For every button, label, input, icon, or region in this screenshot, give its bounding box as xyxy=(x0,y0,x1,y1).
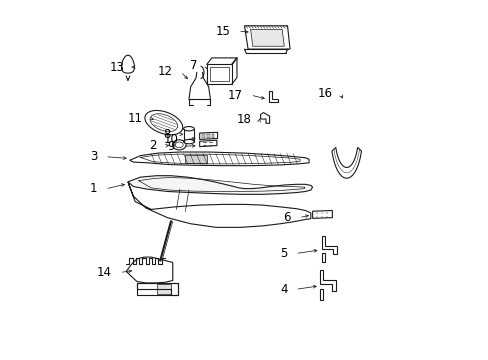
Polygon shape xyxy=(199,132,217,139)
Text: 5: 5 xyxy=(280,247,287,260)
Polygon shape xyxy=(144,111,183,135)
Polygon shape xyxy=(319,270,335,291)
Ellipse shape xyxy=(172,140,185,150)
Ellipse shape xyxy=(183,127,194,131)
Polygon shape xyxy=(206,134,209,138)
Polygon shape xyxy=(206,64,231,84)
Polygon shape xyxy=(260,113,269,123)
Polygon shape xyxy=(129,152,308,166)
Text: 9: 9 xyxy=(167,140,174,153)
Text: 15: 15 xyxy=(215,25,230,38)
Text: 4: 4 xyxy=(280,283,287,296)
Polygon shape xyxy=(321,236,336,254)
Polygon shape xyxy=(126,257,172,283)
Text: 16: 16 xyxy=(317,87,332,100)
Text: 18: 18 xyxy=(236,113,251,126)
Polygon shape xyxy=(250,30,284,46)
Polygon shape xyxy=(128,176,312,194)
Polygon shape xyxy=(156,284,171,294)
Polygon shape xyxy=(202,134,204,138)
Polygon shape xyxy=(244,26,289,49)
Text: 6: 6 xyxy=(283,211,290,224)
Polygon shape xyxy=(268,91,277,102)
Text: 17: 17 xyxy=(227,89,242,102)
Text: 2: 2 xyxy=(149,139,156,152)
Polygon shape xyxy=(185,155,206,163)
Text: 1: 1 xyxy=(90,183,97,195)
Text: 12: 12 xyxy=(158,65,172,78)
Polygon shape xyxy=(137,283,178,295)
Text: 10: 10 xyxy=(163,133,178,146)
Polygon shape xyxy=(331,147,361,178)
Ellipse shape xyxy=(175,142,183,148)
Text: 8: 8 xyxy=(163,127,171,141)
Polygon shape xyxy=(321,253,325,262)
Polygon shape xyxy=(209,67,228,81)
Ellipse shape xyxy=(183,139,194,144)
Polygon shape xyxy=(121,55,134,73)
Polygon shape xyxy=(319,289,323,300)
Text: 14: 14 xyxy=(97,266,112,279)
Text: 11: 11 xyxy=(127,112,142,125)
Polygon shape xyxy=(199,140,217,147)
Text: 3: 3 xyxy=(90,150,97,163)
Text: 7: 7 xyxy=(190,59,198,72)
Polygon shape xyxy=(128,182,310,227)
Text: 13: 13 xyxy=(109,60,124,73)
Polygon shape xyxy=(312,211,332,219)
Polygon shape xyxy=(211,134,214,138)
